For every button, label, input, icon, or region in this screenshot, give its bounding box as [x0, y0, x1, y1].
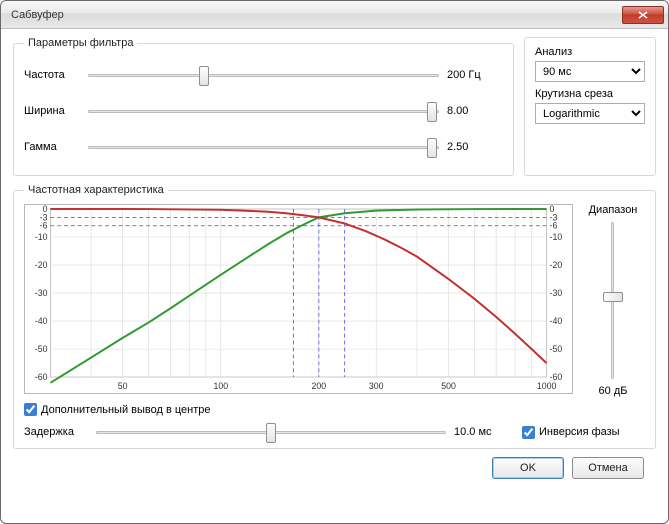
range-column: Диапазон 60 дБ — [581, 204, 645, 397]
frequency-row: Частота 200 Гц — [24, 57, 503, 93]
slope-group: Крутизна среза Logarithmic — [535, 88, 645, 124]
svg-text:-60: -60 — [35, 372, 48, 382]
svg-text:-20: -20 — [550, 260, 563, 270]
svg-text:-30: -30 — [35, 288, 48, 298]
close-icon — [638, 11, 648, 19]
frequency-response-chart: 00-3-3-6-6-10-10-20-20-30-30-40-40-50-50… — [24, 204, 573, 394]
frequency-value: 200 Гц — [447, 69, 503, 81]
width-label: Ширина — [24, 105, 80, 117]
slope-label: Крутизна среза — [535, 88, 645, 100]
svg-text:300: 300 — [369, 381, 384, 391]
range-slider[interactable] — [603, 222, 623, 379]
width-row: Ширина 8.00 — [24, 93, 503, 129]
delay-label: Задержка — [24, 426, 88, 438]
range-value: 60 дБ — [599, 385, 628, 397]
frequency-slider[interactable] — [88, 65, 439, 85]
svg-text:-20: -20 — [35, 260, 48, 270]
ok-button[interactable]: OK — [492, 457, 564, 479]
svg-text:-10: -10 — [35, 232, 48, 242]
range-label: Диапазон — [589, 204, 638, 216]
titlebar: Сабвуфер — [1, 1, 668, 29]
frequency-response-legend: Частотная характеристика — [24, 184, 168, 196]
svg-text:-50: -50 — [550, 344, 563, 354]
additional-output-label: Дополнительный вывод в центре — [41, 404, 211, 416]
svg-text:200: 200 — [312, 381, 327, 391]
delay-value: 10.0 мс — [454, 426, 510, 438]
frequency-label: Частота — [24, 69, 80, 81]
analysis-group: Анализ 90 мс — [535, 46, 645, 82]
frequency-response-group: Частотная характеристика 00-3-3-6-6-10-1… — [13, 184, 656, 449]
gamma-slider[interactable] — [88, 137, 439, 157]
svg-text:-40: -40 — [550, 316, 563, 326]
svg-text:50: 50 — [118, 381, 128, 391]
svg-text:-50: -50 — [35, 344, 48, 354]
svg-text:100: 100 — [213, 381, 228, 391]
close-button[interactable] — [622, 6, 664, 24]
width-value: 8.00 — [447, 105, 503, 117]
svg-text:-40: -40 — [35, 316, 48, 326]
right-panel-group: Анализ 90 мс Крутизна среза Logarithmic — [524, 37, 656, 176]
svg-text:1000: 1000 — [537, 381, 557, 391]
slope-select[interactable]: Logarithmic — [535, 103, 645, 124]
gamma-row: Гамма 2.50 — [24, 129, 503, 165]
gamma-label: Гамма — [24, 141, 80, 153]
invert-phase-checkbox[interactable]: Инверсия фазы — [522, 426, 620, 439]
window-title: Сабвуфер — [11, 9, 622, 21]
cancel-button[interactable]: Отмена — [572, 457, 644, 479]
width-slider[interactable] — [88, 101, 439, 121]
delay-slider[interactable] — [96, 422, 446, 442]
invert-phase-label: Инверсия фазы — [539, 426, 620, 438]
svg-text:-10: -10 — [550, 232, 563, 242]
gamma-value: 2.50 — [447, 141, 503, 153]
svg-text:-6: -6 — [550, 221, 558, 231]
svg-text:500: 500 — [441, 381, 456, 391]
svg-text:-6: -6 — [40, 221, 48, 231]
analysis-select[interactable]: 90 мс — [535, 61, 645, 82]
additional-output-checkbox[interactable]: Дополнительный вывод в центре — [24, 403, 211, 416]
svg-text:-30: -30 — [550, 288, 563, 298]
analysis-label: Анализ — [535, 46, 645, 58]
filter-params-group: Параметры фильтра Частота 200 Гц Ширина … — [13, 37, 514, 176]
filter-params-legend: Параметры фильтра — [24, 37, 137, 49]
